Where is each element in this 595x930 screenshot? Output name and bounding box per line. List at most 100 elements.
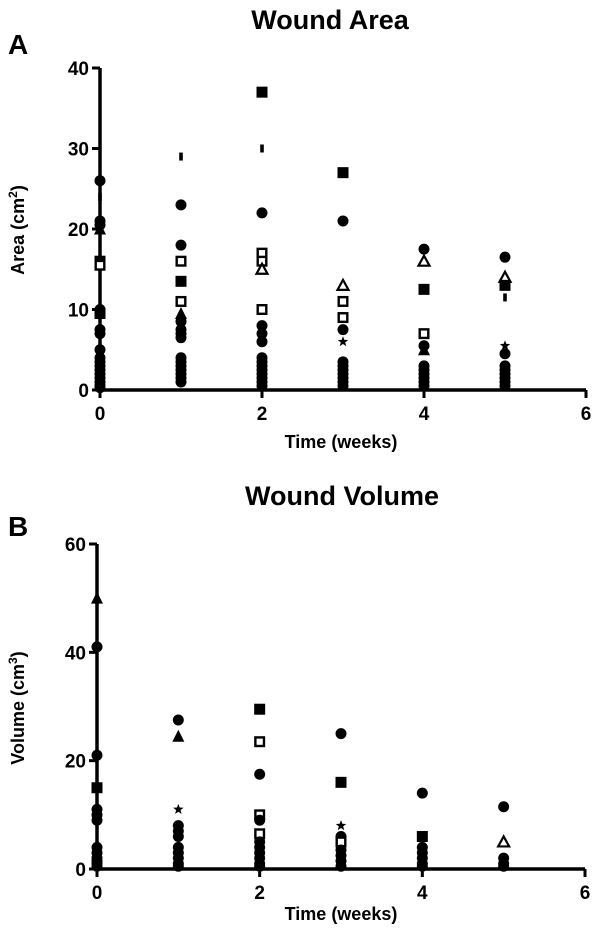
data-point [175, 307, 187, 320]
data-point [175, 255, 187, 267]
data-point [498, 860, 510, 872]
data-point [503, 293, 507, 302]
panel-letter: B [8, 511, 28, 542]
y-axis-label-base: Area (cm [8, 198, 28, 275]
data-point [499, 348, 511, 360]
x-tick-label: 0 [95, 404, 106, 425]
y-axis-label: Area (cm2) [6, 185, 28, 275]
y-tick-label: 20 [65, 752, 86, 773]
data-point [256, 328, 268, 340]
y-tick-label: 40 [68, 59, 89, 80]
data-point [335, 820, 347, 831]
data-point [98, 192, 102, 201]
x-axis-label: Time (weeks) [285, 904, 398, 924]
data-point [175, 316, 187, 328]
data-point [94, 222, 106, 235]
data-point [91, 814, 103, 826]
data-point [91, 860, 103, 872]
data-point [418, 328, 430, 340]
data-point [418, 243, 430, 255]
chart-title: Wound Volume [245, 481, 439, 511]
data-points [94, 86, 513, 394]
data-point [256, 336, 268, 348]
data-point [254, 814, 266, 826]
data-point [337, 295, 349, 307]
data-point [260, 144, 264, 153]
data-point [175, 199, 187, 211]
data-point [337, 324, 349, 336]
x-tick-label: 2 [257, 404, 268, 425]
y-tick-label: 40 [65, 643, 86, 664]
data-point [416, 253, 432, 267]
data-point [499, 251, 511, 263]
data-point [254, 261, 270, 275]
data-point [335, 728, 347, 740]
data-point [335, 860, 347, 872]
data-point [337, 167, 349, 179]
data-point [91, 749, 103, 761]
data-point [335, 776, 347, 788]
data-point [179, 152, 183, 161]
data-point [496, 834, 512, 848]
data-point [172, 831, 184, 842]
data-point [418, 380, 430, 392]
data-point [91, 782, 103, 794]
data-point [91, 591, 103, 604]
y-tick-label: 30 [68, 140, 89, 161]
data-point [256, 320, 268, 332]
data-points [91, 591, 512, 872]
y-axis-label-superscript: 2 [6, 191, 20, 198]
data-point [254, 703, 266, 715]
data-point [91, 641, 103, 653]
data-point [172, 860, 184, 872]
y-axis-label-suffix: ) [8, 185, 28, 191]
data-point [498, 801, 510, 813]
data-point [416, 860, 428, 872]
y-axis-label-superscript: 3 [6, 657, 20, 664]
data-point [499, 340, 511, 351]
data-point [499, 380, 511, 392]
y-tick-label: 20 [68, 220, 89, 241]
panel-letter: A [8, 29, 28, 60]
data-point [175, 239, 187, 251]
data-point [416, 831, 428, 842]
data-point [94, 344, 106, 356]
data-point [256, 86, 268, 98]
data-point [94, 259, 106, 271]
data-point [337, 336, 349, 347]
x-tick-label: 0 [92, 883, 103, 904]
y-tick-label: 60 [65, 535, 86, 556]
data-point [94, 308, 106, 320]
x-tick-label: 2 [254, 883, 265, 904]
data-point [337, 215, 349, 227]
x-tick-label: 6 [580, 883, 591, 904]
data-point [418, 343, 430, 356]
axes: 0 20 40 60 0 2 4 6 [65, 535, 590, 904]
x-tick-label: 4 [417, 883, 428, 904]
axes: 0 10 20 30 40 0 2 4 6 [68, 59, 591, 425]
data-point [94, 382, 106, 394]
data-point [94, 175, 106, 187]
data-point [254, 736, 266, 748]
x-axis-label: Time (weeks) [285, 432, 398, 452]
y-tick-label: 10 [68, 301, 89, 322]
y-axis-label: Volume (cm3) [6, 651, 28, 764]
data-point [416, 787, 428, 799]
data-point [175, 376, 187, 388]
chart-title: Wound Area [251, 5, 409, 35]
y-tick-label: 0 [78, 381, 89, 402]
data-point [256, 304, 268, 316]
data-point [337, 380, 349, 392]
data-point [172, 714, 184, 726]
y-axis-label-base: Volume (cm [8, 664, 28, 765]
data-point [175, 332, 187, 344]
data-point [254, 768, 266, 780]
data-point [256, 380, 268, 392]
data-point [175, 295, 187, 307]
data-point [418, 283, 430, 295]
data-point [94, 328, 106, 340]
data-point [175, 275, 187, 287]
data-point [172, 729, 185, 742]
